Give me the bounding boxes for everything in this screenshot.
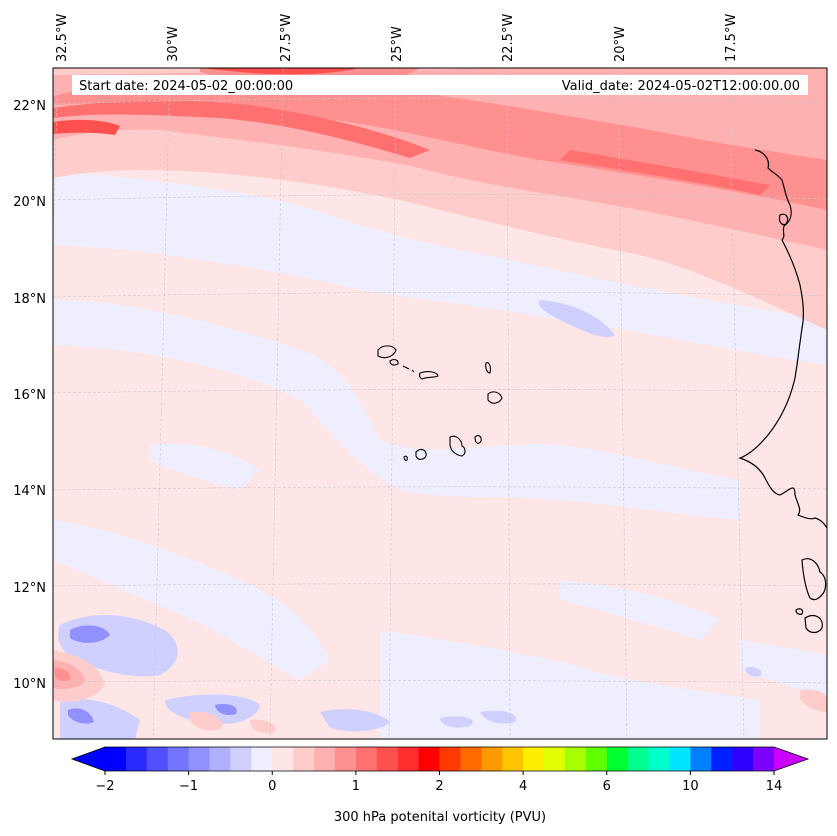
colorbar-swatch <box>502 747 524 771</box>
colorbar-tick-label: −2 <box>95 779 114 794</box>
valid-date-label: Valid_date: 2024-05-02T12:00:00.00 <box>562 79 800 94</box>
colorbar-ticks: −2 −1 0 1 2 4 6 10 14 <box>95 771 782 794</box>
header-box <box>72 75 808 95</box>
latitude-label: 14°N <box>13 484 46 499</box>
colorbar-tick-label: 6 <box>603 779 611 794</box>
colorbar-swatch <box>711 747 733 771</box>
colorbar-swatch <box>523 747 545 771</box>
colorbar-swatch <box>230 747 252 771</box>
colorbar-swatch <box>732 747 754 771</box>
colorbar-swatch <box>272 747 294 771</box>
colorbar-tick-label: 0 <box>268 779 276 794</box>
cape-verde-islands <box>377 345 503 461</box>
colorbar-swatch <box>481 747 503 771</box>
positive-pv-patches <box>53 650 827 734</box>
longitude-labels: 32.5°W 30°W 27.5°W 25°W 22.5°W 20°W 17.5°W <box>55 14 739 62</box>
colorbar-swatch <box>251 747 273 771</box>
colorbar-swatch <box>293 747 315 771</box>
colorbar-swatch <box>585 747 608 771</box>
longitude-label: 30°W <box>166 26 181 62</box>
longitude-label: 17.5°W <box>724 14 739 62</box>
colorbar-tick-label: 4 <box>519 779 527 794</box>
colorbar-over-arrow <box>774 747 808 771</box>
colorbar-swatch <box>606 747 629 771</box>
latitude-label: 18°N <box>13 292 46 307</box>
colorbar <box>70 746 810 772</box>
colorbar-swatch <box>167 747 190 771</box>
colorbar-tick-label: 2 <box>435 779 443 794</box>
latitude-labels: 22°N 20°N 18°N 16°N 14°N 12°N 10°N <box>13 99 46 692</box>
colorbar-label: 300 hPa potenital vorticity (PVU) <box>334 810 546 825</box>
latitude-label: 10°N <box>13 677 46 692</box>
colorbar-swatch <box>397 747 420 771</box>
colorbar-swatch <box>564 747 587 771</box>
longitude-label: 27.5°W <box>279 14 294 62</box>
longitude-label: 25°W <box>390 26 405 62</box>
colorbar-swatch <box>334 747 357 771</box>
colorbar-swatch <box>125 747 148 771</box>
graticule <box>53 68 827 739</box>
colorbar-swatch <box>690 747 712 771</box>
longitude-label: 32.5°W <box>55 14 70 62</box>
map-frame <box>52 67 828 740</box>
colorbar-swatch <box>188 747 211 771</box>
start-date-label: Start date: 2024-05-02_00:00:00 <box>79 79 293 94</box>
colorbar-tick-label: −1 <box>179 779 198 794</box>
longitude-label: 20°W <box>613 26 628 62</box>
colorbar-swatch <box>460 747 482 771</box>
latitude-label: 16°N <box>13 388 46 403</box>
colorbar-swatch <box>439 747 461 771</box>
colorbar-swatch <box>376 747 399 771</box>
deep-negative-pv-patches <box>68 625 237 724</box>
colorbar-swatch <box>544 747 566 771</box>
coastline <box>738 149 827 634</box>
colorbar-tick-label: 14 <box>766 779 783 794</box>
colorbar-tick-label: 10 <box>682 779 699 794</box>
colorbar-swatch <box>753 747 775 771</box>
colorbar-under-arrow <box>72 747 105 771</box>
colorbar-swatch <box>314 747 336 771</box>
colorbar-swatch <box>418 747 440 771</box>
high-pv-band <box>53 68 827 330</box>
colorbar-swatch <box>146 747 169 771</box>
longitude-label: 22.5°W <box>501 14 516 62</box>
pv-field <box>53 68 827 739</box>
low-pv-regions <box>53 170 827 739</box>
latitude-label: 22°N <box>13 99 46 114</box>
colorbar-swatch <box>105 747 127 771</box>
colorbar-swatch <box>355 747 378 771</box>
latitude-label: 20°N <box>13 195 46 210</box>
colorbar-tick-label: 1 <box>352 779 360 794</box>
colorbar-swatch <box>209 747 231 771</box>
latitude-label: 12°N <box>13 581 46 596</box>
colorbar-swatch <box>627 747 650 771</box>
colorbar-swatch <box>648 747 670 771</box>
colorbar-swatch <box>669 747 691 771</box>
